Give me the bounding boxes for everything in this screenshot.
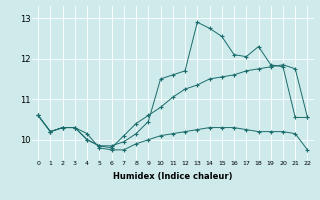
- X-axis label: Humidex (Indice chaleur): Humidex (Indice chaleur): [113, 172, 233, 181]
